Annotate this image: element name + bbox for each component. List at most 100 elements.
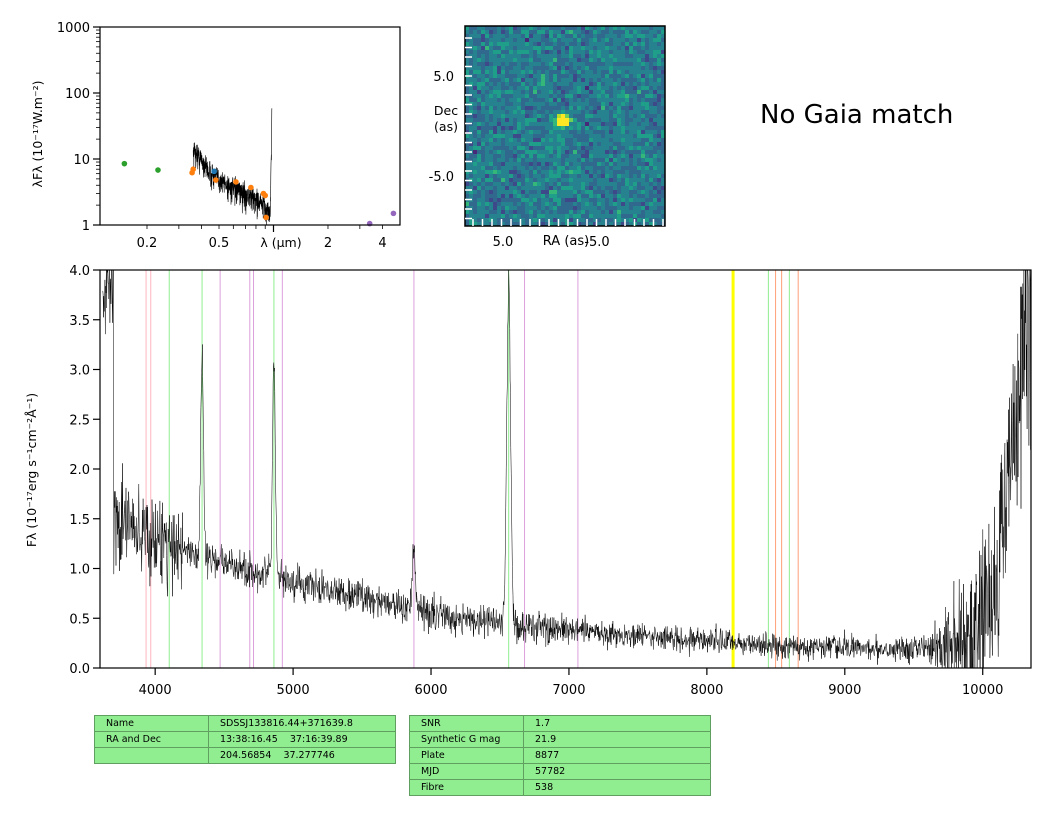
cutout-pixel	[525, 138, 530, 143]
cutout-pixel	[625, 54, 630, 59]
cutout-pixel	[561, 222, 566, 227]
cutout-pixel	[561, 138, 566, 143]
cutout-pixel	[609, 170, 614, 175]
cutout-pixel	[521, 50, 526, 55]
cutout-pixel	[473, 134, 478, 139]
cutout-pixel	[493, 46, 498, 51]
cutout-pixel	[641, 198, 646, 203]
cutout-pixel	[533, 118, 538, 123]
cutout-pixel	[505, 106, 510, 111]
cutout-pixel	[497, 190, 502, 195]
cutout-pixel	[661, 110, 666, 115]
cutout-pixel	[589, 122, 594, 127]
sed-point	[211, 168, 217, 175]
cutout-pixel	[473, 210, 478, 215]
cutout-pixel	[653, 42, 658, 47]
cutout-pixel	[565, 98, 570, 103]
cutout-pixel	[661, 198, 666, 203]
cutout-pixel	[593, 62, 598, 67]
cutout-pixel	[609, 94, 614, 99]
cutout-pixel	[537, 42, 542, 47]
cutout-pixel	[469, 162, 474, 167]
cutout-pixel	[621, 42, 626, 47]
cutout-pixel	[661, 106, 666, 111]
cutout-pixel	[593, 70, 598, 75]
cutout-pixel	[617, 106, 622, 111]
cutout-pixel	[617, 54, 622, 59]
cutout-pixel	[493, 158, 498, 163]
cutout-pixel	[593, 122, 598, 127]
cutout-pixel	[597, 42, 602, 47]
cutout-pixel	[569, 66, 574, 71]
cutout-pixel	[525, 74, 530, 79]
cutout-pixel	[557, 146, 562, 151]
cutout-pixel	[617, 94, 622, 99]
cutout-pixel	[597, 50, 602, 55]
cutout-pixel	[533, 46, 538, 51]
table-key-cell	[94, 747, 209, 764]
cutout-pixel	[465, 138, 470, 143]
cutout-pixel	[529, 50, 534, 55]
cutout-pixel	[577, 118, 582, 123]
cutout-pixel	[589, 222, 594, 227]
cutout-pixel	[569, 150, 574, 155]
cutout-pixel	[661, 210, 666, 215]
cutout-pixel	[649, 102, 654, 107]
cutout-pixel	[517, 70, 522, 75]
cutout-pixel	[609, 206, 614, 211]
cutout-pixel	[605, 90, 610, 95]
cutout-pixel	[633, 194, 638, 199]
cutout-pixel	[557, 214, 562, 219]
cutout-pixel	[557, 134, 562, 139]
cutout-pixel	[625, 70, 630, 75]
cutout-pixel	[513, 182, 518, 187]
cutout-pixel	[553, 150, 558, 155]
cutout-pixel	[637, 210, 642, 215]
cutout-pixel	[557, 182, 562, 187]
cutout-pixel	[545, 218, 550, 223]
cutout-pixel	[597, 190, 602, 195]
cutout-pixel	[601, 78, 606, 83]
cutout-pixel	[465, 214, 470, 219]
cutout-pixel	[557, 78, 562, 83]
cutout-pixel	[569, 86, 574, 91]
sed-ytick-label: 1000	[57, 21, 90, 36]
cutout-pixel	[517, 38, 522, 43]
cutout-pixel	[581, 142, 586, 147]
cutout-pixel	[573, 30, 578, 35]
cutout-pixel	[605, 138, 610, 143]
cutout-pixel	[629, 62, 634, 67]
cutout-pixel	[469, 98, 474, 103]
cutout-pixel	[481, 66, 486, 71]
cutout-pixel	[465, 78, 470, 83]
cutout-pixel	[641, 70, 646, 75]
cutout-pixel	[645, 158, 650, 163]
cutout-pixel	[521, 90, 526, 95]
cutout-pixel	[497, 154, 502, 159]
cutout-pixel	[533, 210, 538, 215]
cutout-pixel	[501, 166, 506, 171]
cutout-pixel	[509, 46, 514, 51]
cutout-frame	[464, 25, 666, 227]
cutout-pixel	[465, 70, 470, 75]
spectrum-ytick-label: 2.5	[69, 413, 90, 428]
cutout-pixel	[513, 186, 518, 191]
cutout-pixel	[625, 50, 630, 55]
cutout-pixel	[629, 98, 634, 103]
cutout-pixel	[641, 114, 646, 119]
cutout-pixel	[513, 202, 518, 207]
cutout-pixel	[505, 150, 510, 155]
cutout-pixel	[501, 54, 506, 59]
cutout-pixel	[629, 202, 634, 207]
cutout-pixel	[657, 194, 662, 199]
cutout-pixel	[557, 194, 562, 199]
cutout-pixel	[625, 90, 630, 95]
cutout-pixel	[573, 138, 578, 143]
cutout-pixel	[505, 42, 510, 47]
table-row: Synthetic G mag 21.9	[409, 731, 711, 748]
cutout-pixel	[585, 26, 590, 31]
cutout-pixel	[477, 186, 482, 191]
cutout-pixel	[633, 58, 638, 63]
cutout-pixel	[477, 202, 482, 207]
